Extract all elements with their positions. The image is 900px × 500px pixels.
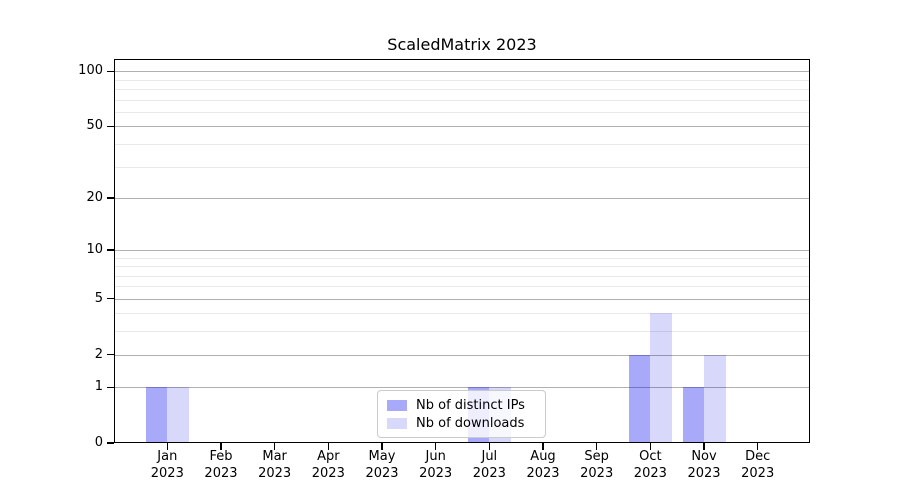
x-tick-label-year: 2023: [419, 465, 453, 481]
x-tick-label: Nov 2023: [672, 449, 736, 482]
x-tick-label-year: 2023: [741, 465, 775, 481]
x-tick-label-month: Jan: [157, 449, 178, 464]
gridline-minor: [115, 79, 809, 81]
x-tick-label: Jul 2023: [457, 449, 521, 482]
y-tick: [107, 298, 114, 300]
x-tick: [542, 443, 544, 450]
gridline-major: [115, 387, 809, 389]
x-tick-label: Oct 2023: [618, 449, 682, 482]
x-tick-label-year: 2023: [633, 465, 667, 481]
x-tick-label-month: Aug: [530, 449, 556, 464]
x-tick: [649, 443, 652, 450]
gridline-major: [115, 354, 809, 356]
gridline-minor: [115, 112, 809, 114]
y-tick-label: 1: [94, 379, 103, 395]
legend-label-downloads: Nb of downloads: [416, 415, 525, 431]
x-tick-label-year: 2023: [526, 465, 560, 481]
y-tick-label: 100: [78, 63, 103, 79]
x-tick: [381, 443, 383, 450]
y-tick: [107, 353, 114, 356]
y-tick: [107, 125, 114, 128]
x-tick-label-month: Dec: [745, 449, 771, 464]
gridline-minor: [115, 144, 809, 146]
x-tick-label: Jan 2023: [135, 449, 199, 482]
x-tick: [756, 443, 759, 450]
x-tick-label-month: Jul: [481, 449, 498, 464]
x-tick: [488, 443, 491, 450]
x-tick-label: Aug 2023: [511, 449, 575, 482]
x-tick: [166, 443, 168, 450]
gridline-major: [115, 126, 809, 128]
x-tick-label-year: 2023: [258, 465, 292, 481]
bar-distinct-ips: [628, 354, 651, 443]
x-tick-label-year: 2023: [204, 465, 238, 481]
y-tick-label: 20: [86, 189, 103, 205]
gridline-minor: [115, 89, 809, 91]
x-tick-label-year: 2023: [472, 465, 506, 481]
legend-swatch-downloads: [387, 417, 407, 429]
bar-downloads: [167, 387, 189, 443]
x-tick: [595, 443, 598, 450]
y-tick: [107, 197, 114, 199]
chart-title: ScaledMatrix 2023: [387, 35, 537, 54]
gridline-minor: [115, 331, 809, 333]
bar-downloads: [650, 313, 672, 443]
x-tick-label: Feb 2023: [189, 449, 253, 482]
gridline-minor: [115, 166, 809, 168]
x-tick-label: May 2023: [350, 449, 414, 482]
x-tick-label-year: 2023: [311, 465, 345, 481]
legend-item-distinct-ips: Nb of distinct IPs: [387, 398, 536, 413]
gridline-major: [115, 71, 809, 73]
x-tick-label-month: Nov: [691, 449, 717, 464]
x-tick-label: Sep 2023: [565, 449, 629, 482]
legend-label-distinct-ips: Nb of distinct IPs: [416, 397, 525, 413]
x-tick-label-month: Mar: [262, 449, 287, 464]
y-tick: [107, 249, 114, 251]
gridline-major: [115, 197, 809, 199]
legend-swatch-distinct-ips: [387, 399, 407, 411]
x-tick-label-month: May: [368, 449, 396, 464]
y-tick-label: 10: [86, 241, 103, 257]
x-tick: [434, 443, 437, 450]
bar-distinct-ips: [145, 387, 168, 443]
x-tick-label-year: 2023: [365, 465, 399, 481]
x-tick: [327, 443, 329, 450]
plot-frame: [114, 59, 810, 443]
legend-item-downloads: Nb of downloads: [387, 416, 536, 431]
x-tick-label: Apr 2023: [296, 449, 360, 482]
x-tick-label-month: Jun: [425, 449, 446, 464]
gridline-major: [115, 249, 809, 251]
gridline-minor: [115, 275, 809, 277]
legend: Nb of distinct IPs Nb of downloads: [377, 390, 546, 438]
y-tick: [107, 70, 114, 73]
y-tick-label: 50: [86, 118, 103, 134]
y-tick-label: 0: [94, 435, 103, 450]
bar-distinct-ips: [682, 387, 705, 443]
x-tick-label-year: 2023: [580, 465, 614, 481]
gridline-major: [115, 298, 809, 300]
x-tick-label-month: Apr: [317, 449, 340, 464]
x-tick: [273, 443, 276, 450]
y-tick-label: 2: [94, 346, 103, 362]
bar-downloads: [704, 354, 726, 443]
x-tick-label-year: 2023: [150, 465, 184, 481]
x-tick: [220, 443, 222, 450]
x-tick-label-month: Feb: [209, 449, 233, 464]
gridline-minor: [115, 99, 809, 101]
gridline-minor: [115, 257, 809, 259]
x-tick-label: Mar 2023: [243, 449, 307, 482]
x-tick-label: Jun 2023: [404, 449, 468, 482]
x-tick-label-year: 2023: [687, 465, 721, 481]
y-tick: [107, 442, 114, 444]
gridline-minor: [115, 313, 809, 315]
y-tick-label: 5: [94, 290, 103, 306]
x-tick-label: Dec 2023: [726, 449, 790, 482]
x-tick-label-month: Oct: [639, 449, 662, 464]
gridline-minor: [115, 266, 809, 268]
x-tick-label-month: Sep: [584, 449, 609, 464]
y-tick: [107, 386, 114, 388]
gridline-minor: [115, 286, 809, 288]
x-tick: [703, 443, 705, 450]
